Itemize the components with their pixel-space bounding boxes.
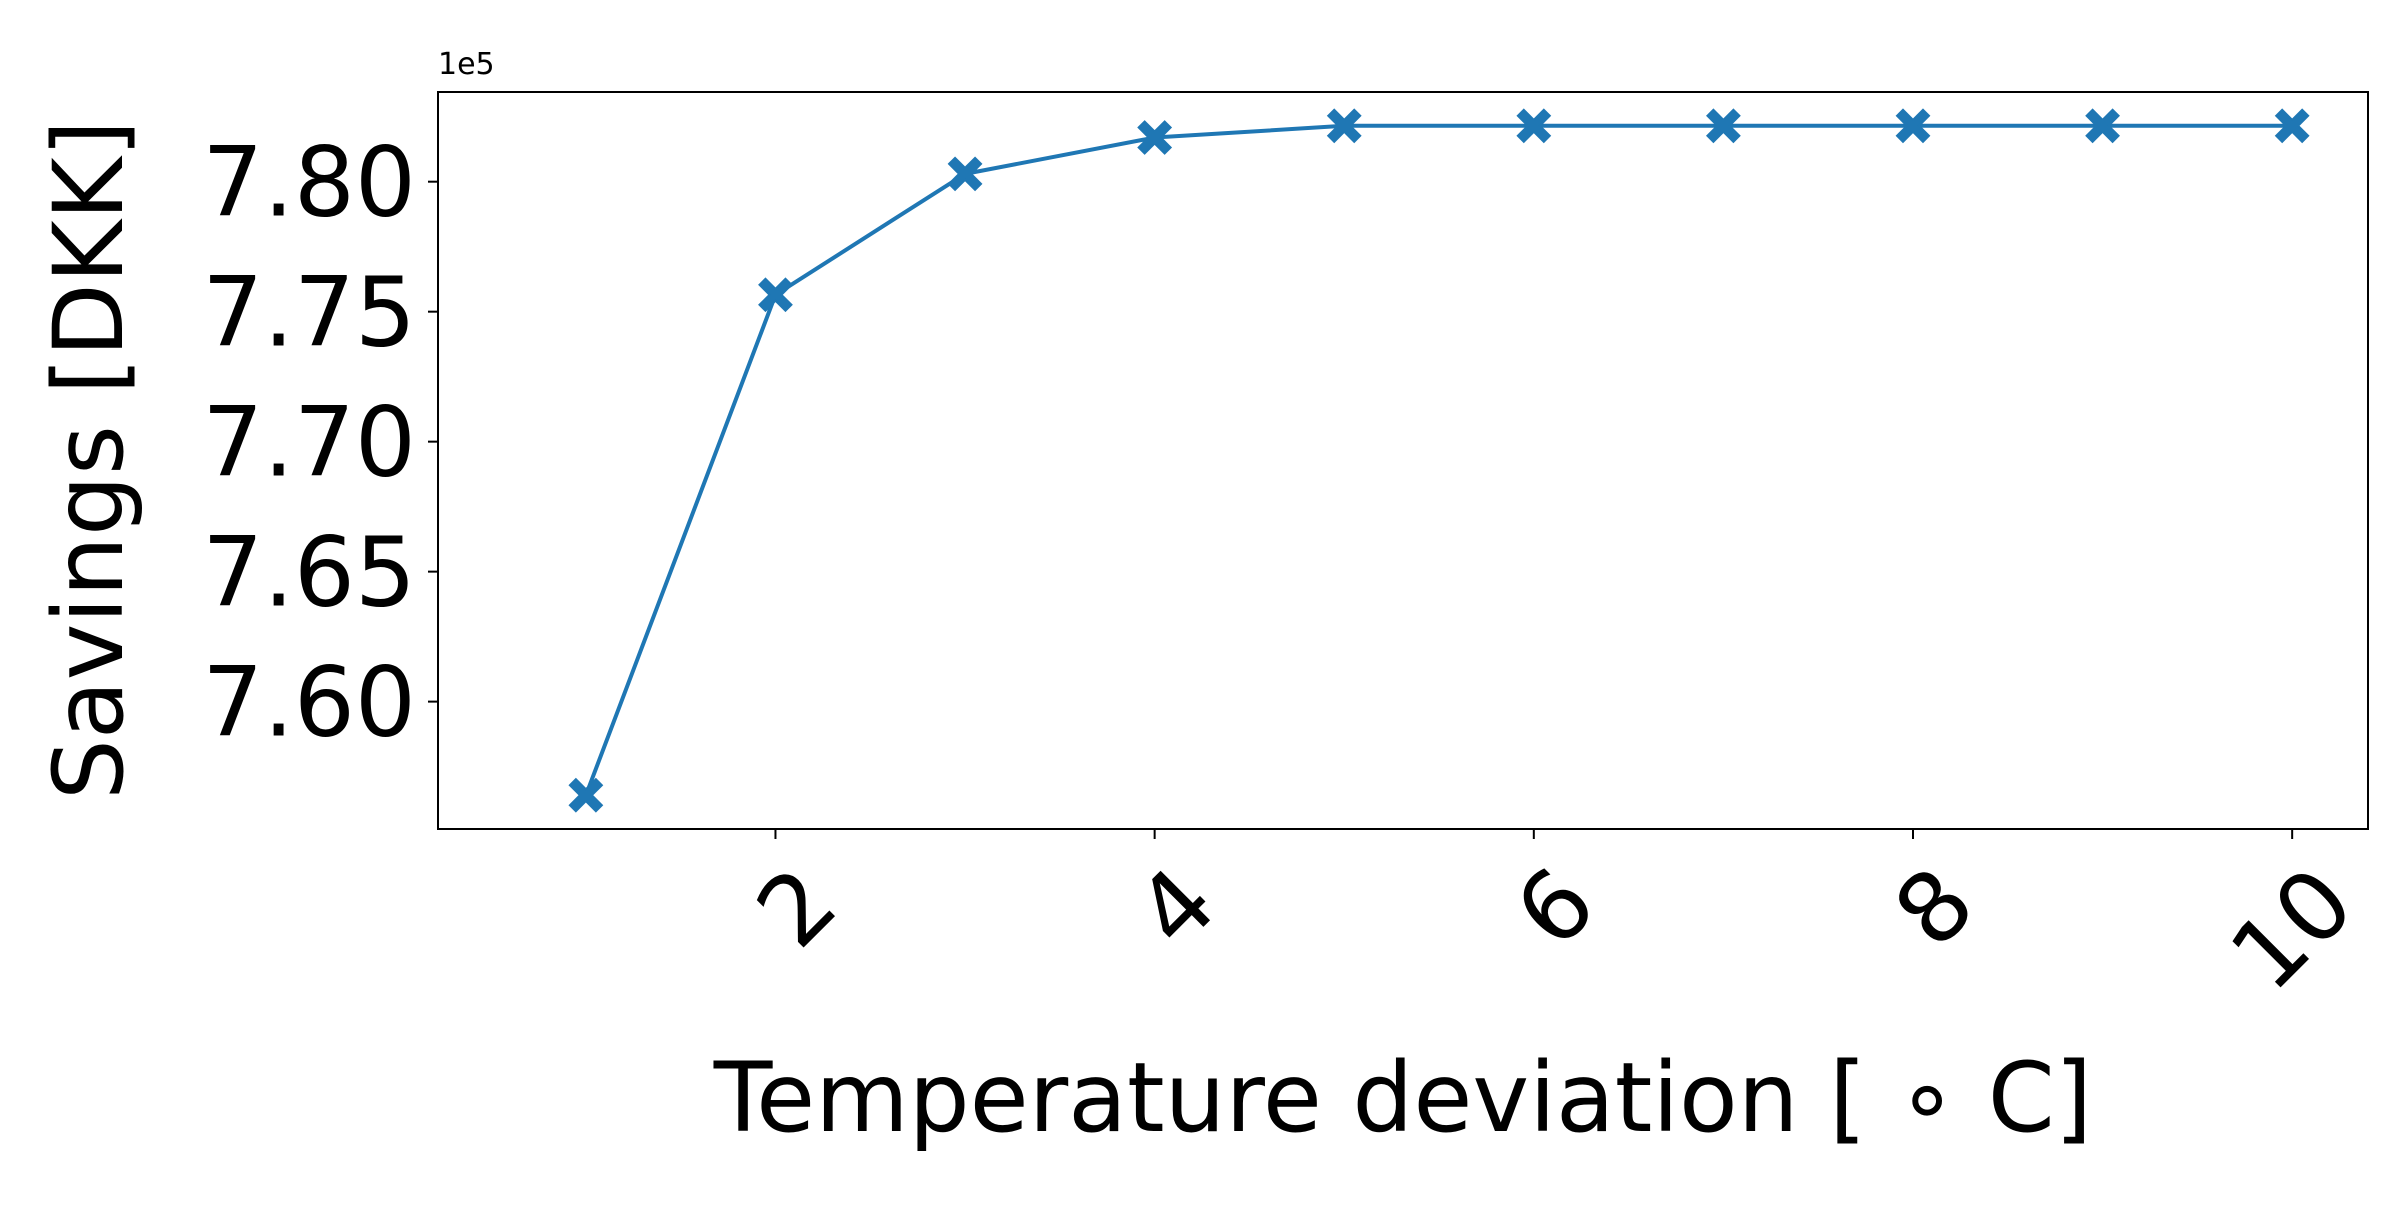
data-point-marker: [2085, 108, 2120, 144]
data-point-marker: [1895, 108, 1931, 144]
x-tick-label: 10: [2209, 846, 2375, 1012]
y-tick-label: 7.60: [202, 647, 416, 759]
y-tick-label: 7.80: [202, 127, 416, 239]
x-tick-label: 8: [1873, 846, 1995, 968]
plot-area: [438, 92, 2368, 829]
x-tick-label: 6: [1494, 846, 1616, 968]
data-point-marker: [2274, 108, 2310, 144]
data-point-marker: [1705, 108, 1741, 144]
y-axis-label: Savings [DKK]: [33, 120, 145, 800]
y-tick-label: 7.65: [202, 517, 416, 629]
x-tick-label: 2: [736, 846, 858, 968]
x-tick-label: 4: [1115, 846, 1237, 968]
y-axis-ticks: 7.60 7.65 7.70 7.75 7.80: [202, 127, 438, 759]
series-line: [584, 123, 2293, 796]
data-point-marker: [568, 777, 604, 813]
data-point-marker: [1326, 108, 1362, 144]
plot-frame: [437, 91, 2369, 830]
x-axis-label: Temperature deviation [ ∘ C]: [713, 1042, 2092, 1154]
y-offset-label: 1e5: [438, 47, 495, 82]
y-tick-label: 7.70: [202, 387, 416, 499]
series-layer: [568, 108, 2310, 813]
data-point-marker: [947, 156, 983, 192]
x-axis-ticks: 2 4 6 8 10: [736, 829, 2375, 1012]
data-point-marker: [1137, 120, 1173, 155]
data-point-marker: [758, 277, 793, 313]
y-tick-label: 7.75: [202, 257, 416, 369]
data-point-marker: [1516, 108, 1552, 144]
